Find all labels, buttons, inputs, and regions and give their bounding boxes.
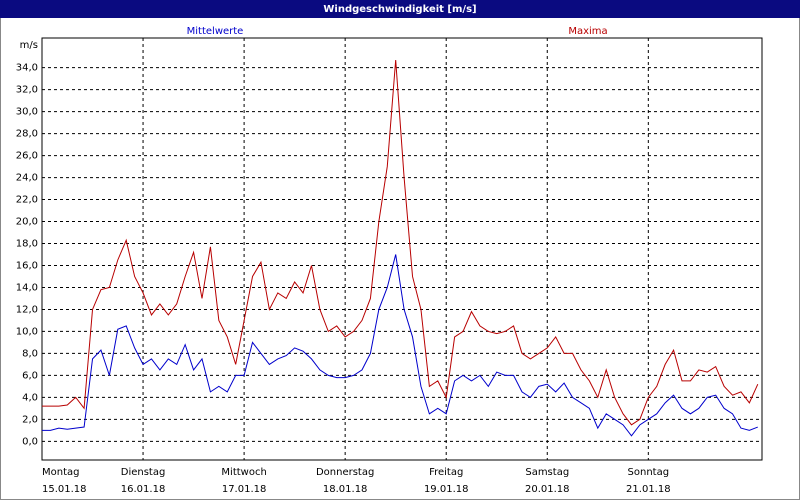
x-tick-date: 18.01.18 bbox=[323, 484, 368, 495]
y-tick-label: 34,0 bbox=[16, 63, 38, 74]
x-tick-date: 16.01.18 bbox=[121, 484, 166, 495]
series-line bbox=[42, 254, 758, 437]
y-tick-label: 2,0 bbox=[22, 414, 38, 425]
y-tick-label: 24,0 bbox=[16, 173, 38, 184]
x-tick-label: Sonntag bbox=[628, 467, 670, 478]
y-tick-label: 14,0 bbox=[16, 282, 38, 293]
x-tick-label: Freitag bbox=[429, 467, 463, 478]
x-tick-label: Mittwoch bbox=[221, 467, 266, 478]
y-axis-label: m/s bbox=[20, 40, 38, 51]
series-line bbox=[42, 59, 759, 426]
x-tick-label: Samstag bbox=[525, 467, 569, 478]
y-tick-label: 16,0 bbox=[16, 260, 38, 271]
legend-entry: Maxima bbox=[568, 26, 607, 37]
x-tick-date: 21.01.18 bbox=[626, 484, 671, 495]
y-tick-label: 6,0 bbox=[22, 370, 38, 381]
y-tick-label: 20,0 bbox=[16, 217, 38, 228]
x-tick-label: Dienstag bbox=[121, 467, 166, 478]
y-tick-label: 18,0 bbox=[16, 239, 38, 250]
y-tick-label: 0,0 bbox=[22, 436, 38, 447]
y-tick-label: 32,0 bbox=[16, 85, 38, 96]
x-tick-date: 15.01.18 bbox=[42, 484, 87, 495]
y-tick-label: 8,0 bbox=[22, 348, 38, 359]
y-tick-label: 4,0 bbox=[22, 392, 38, 403]
y-tick-label: 12,0 bbox=[16, 304, 38, 315]
y-tick-label: 26,0 bbox=[16, 151, 38, 162]
chart-title: Windgeschwindigkeit [m/s] bbox=[323, 4, 476, 15]
y-tick-label: 10,0 bbox=[16, 326, 38, 337]
title-bar bbox=[0, 0, 800, 18]
x-tick-date: 19.01.18 bbox=[424, 484, 469, 495]
x-tick-label: Montag bbox=[42, 467, 79, 478]
y-tick-label: 30,0 bbox=[16, 107, 38, 118]
plot-area bbox=[41, 37, 763, 461]
legend-entry: Mittelwerte bbox=[187, 26, 244, 37]
y-tick-label: 28,0 bbox=[16, 129, 38, 140]
x-tick-date: 17.01.18 bbox=[222, 484, 267, 495]
x-tick-label: Donnerstag bbox=[316, 467, 374, 478]
y-tick-label: 22,0 bbox=[16, 195, 38, 206]
x-tick-date: 20.01.18 bbox=[525, 484, 570, 495]
